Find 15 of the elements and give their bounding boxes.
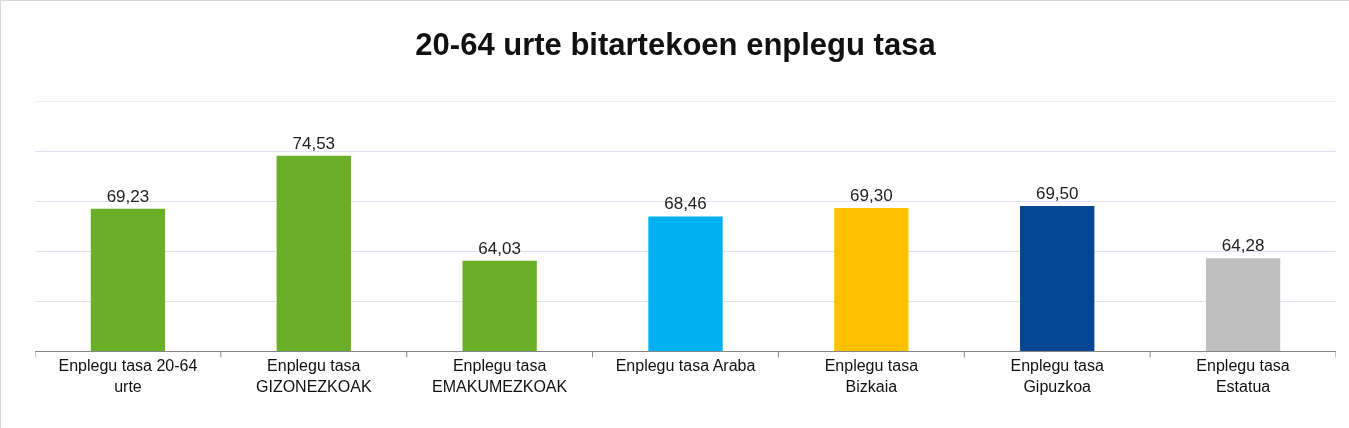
x-tick-label: Enplegu tasa Gipuzkoa [1010,357,1105,395]
x-tick-label: Enplegu tasa GIZONEZKOAK [256,357,372,395]
x-tick-label: Enplegu tasa Estatua [1196,357,1290,395]
data-label: 64,03 [478,238,521,258]
data-label: 74,53 [292,133,336,153]
data-label: 64,28 [1221,236,1265,256]
x-tick-label: Enplegu tasa EMAKUMEZKOAK [432,357,568,395]
chart-title: 20-64 urte bitartekoen enplegu tasa [415,26,937,62]
data-label: 68,46 [664,194,707,214]
data-label: 69,23 [106,186,150,206]
x-tick-label: Enplegu tasa Araba [615,357,756,375]
x-tick-label: Enplegu tasa 20-64 urte [58,357,198,395]
data-label: 69,30 [850,186,893,205]
x-tick-label: Enplegu tasa Bizkaia [824,357,919,395]
data-label: 69,50 [1035,184,1079,203]
